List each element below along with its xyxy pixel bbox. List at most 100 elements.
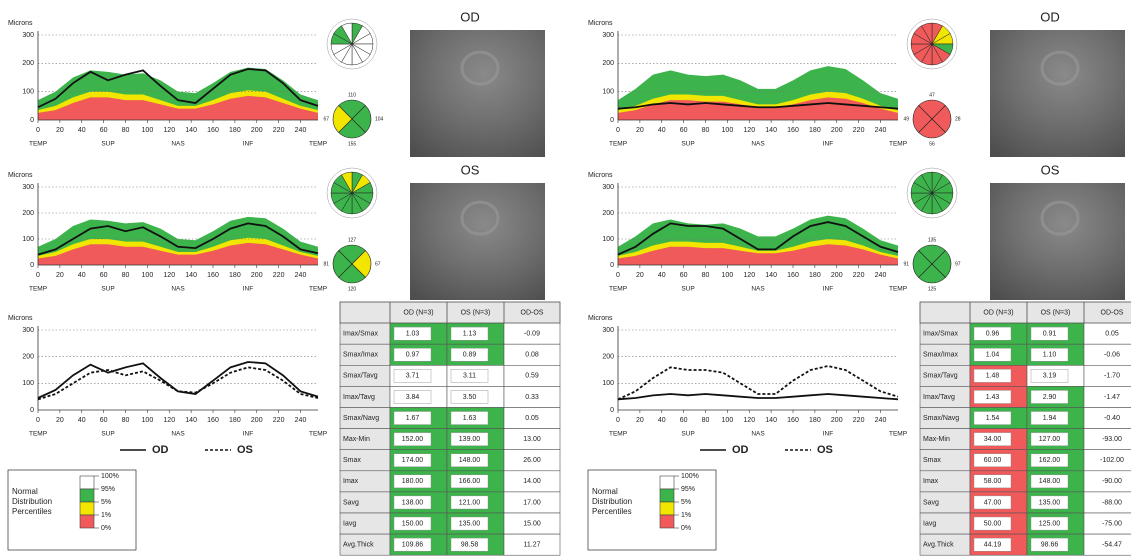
y-tick-label: 100 (22, 89, 34, 96)
legend-label: 5% (101, 499, 111, 506)
x-tick-label: 80 (122, 272, 130, 279)
y-axis-label: Microns (588, 172, 613, 179)
x-tick-label: 140 (765, 272, 777, 279)
x-tick-label: 220 (273, 127, 285, 134)
x-tick-label: 60 (100, 272, 108, 279)
x-tick-label: 220 (853, 417, 865, 424)
region-label: TEMP (609, 141, 627, 148)
legend-swatch (80, 489, 94, 502)
y-tick-label: 200 (22, 354, 34, 361)
x-tick-label: 40 (658, 127, 666, 134)
region-label: SUP (101, 141, 114, 148)
legend-title: Distribution (592, 497, 632, 506)
cell-value: 0.91 (1043, 330, 1057, 337)
region-label: NAS (751, 431, 765, 438)
x-tick-label: 0 (616, 272, 620, 279)
x-tick-label: 20 (56, 127, 64, 134)
x-tick-label: 20 (636, 417, 644, 424)
cell-value: -102.00 (1100, 457, 1124, 464)
cell-value: 1.03 (406, 330, 420, 337)
quadrant-value: 81 (323, 261, 329, 267)
legend-label: 100% (681, 473, 699, 480)
cell-value: 50.00 (984, 520, 1002, 527)
y-axis-label: Microns (8, 315, 33, 322)
quadrant-value: 155 (348, 141, 357, 147)
legend-swatch (80, 502, 94, 515)
region-label: TEMP (309, 286, 327, 293)
cell-value: -75.00 (1102, 520, 1122, 527)
x-tick-label: 200 (831, 272, 843, 279)
x-tick-label: 60 (680, 417, 688, 424)
x-tick-label: 120 (743, 127, 755, 134)
header-text: OS (N=3) (1041, 309, 1071, 316)
y-tick-label: 0 (610, 262, 614, 269)
legend-swatch (660, 489, 674, 502)
cell-value: -1.47 (1104, 394, 1120, 401)
x-tick-label: 0 (616, 417, 620, 424)
legend-swatch (80, 515, 94, 528)
x-tick-label: 240 (295, 127, 307, 134)
y-axis-label: Microns (588, 315, 613, 322)
row-label: Imax/Tavg (343, 394, 375, 401)
x-tick-label: 40 (78, 417, 86, 424)
x-tick-label: 160 (787, 272, 799, 279)
cell-value: 0.89 (463, 352, 477, 359)
x-tick-label: 40 (658, 272, 666, 279)
x-tick-label: 0 (616, 127, 620, 134)
fundus-image (990, 30, 1125, 157)
cell-value: 3.19 (1043, 373, 1057, 380)
y-tick-label: 200 (22, 210, 34, 217)
region-label: NAS (171, 286, 185, 293)
x-tick-label: 20 (636, 272, 644, 279)
row-label: Imax/Smax (923, 330, 959, 337)
x-tick-label: 200 (251, 417, 263, 424)
cell-value: 150.00 (402, 520, 424, 527)
x-tick-label: 180 (809, 127, 821, 134)
x-tick-label: 100 (722, 127, 734, 134)
legend-label: 100% (101, 473, 119, 480)
row-label: Imax (923, 478, 939, 485)
cell-value: 162.00 (1039, 457, 1061, 464)
photo-label: OD (460, 9, 480, 24)
legend-swatch (660, 515, 674, 528)
cell-value: 127.00 (1039, 436, 1061, 443)
x-tick-label: 200 (251, 272, 263, 279)
cell-value: 109.86 (402, 541, 424, 548)
x-tick-label: 120 (163, 272, 175, 279)
row-label: Imax/Tavg (923, 394, 955, 401)
x-tick-label: 120 (743, 417, 755, 424)
y-tick-label: 200 (602, 354, 614, 361)
cell-value: 0.59 (525, 373, 539, 380)
cell-value: 1.43 (986, 394, 1000, 401)
region-label: NAS (171, 141, 185, 148)
header-text: OD (N=3) (403, 309, 433, 316)
region-label: INF (823, 141, 834, 148)
legend-label: 0% (681, 525, 691, 532)
quadrant-value: 67 (375, 261, 381, 267)
legend-label: 1% (101, 512, 111, 519)
x-tick-label: 60 (680, 272, 688, 279)
y-tick-label: 100 (602, 89, 614, 96)
y-tick-label: 100 (602, 380, 614, 387)
region-label: INF (823, 431, 834, 438)
x-tick-label: 160 (207, 127, 219, 134)
y-tick-label: 300 (22, 327, 34, 334)
row-label: Smax (923, 457, 941, 464)
cell-value: 1.94 (1043, 415, 1057, 422)
cell-value: 135.00 (459, 520, 481, 527)
legend-label: OD (732, 444, 749, 456)
x-tick-label: 220 (853, 127, 865, 134)
cell-value: 1.04 (986, 352, 1000, 359)
y-tick-label: 100 (22, 236, 34, 243)
x-tick-label: 0 (36, 127, 40, 134)
x-tick-label: 0 (36, 417, 40, 424)
quadrant-value: 120 (348, 286, 357, 292)
row-label: Max-Min (923, 436, 950, 443)
x-tick-label: 160 (787, 127, 799, 134)
x-tick-label: 40 (658, 417, 666, 424)
cell-value: 0.96 (986, 330, 1000, 337)
region-label: INF (243, 286, 254, 293)
row-label: Iavg (923, 520, 936, 527)
region-label: TEMP (29, 431, 47, 438)
x-tick-label: 180 (229, 127, 241, 134)
